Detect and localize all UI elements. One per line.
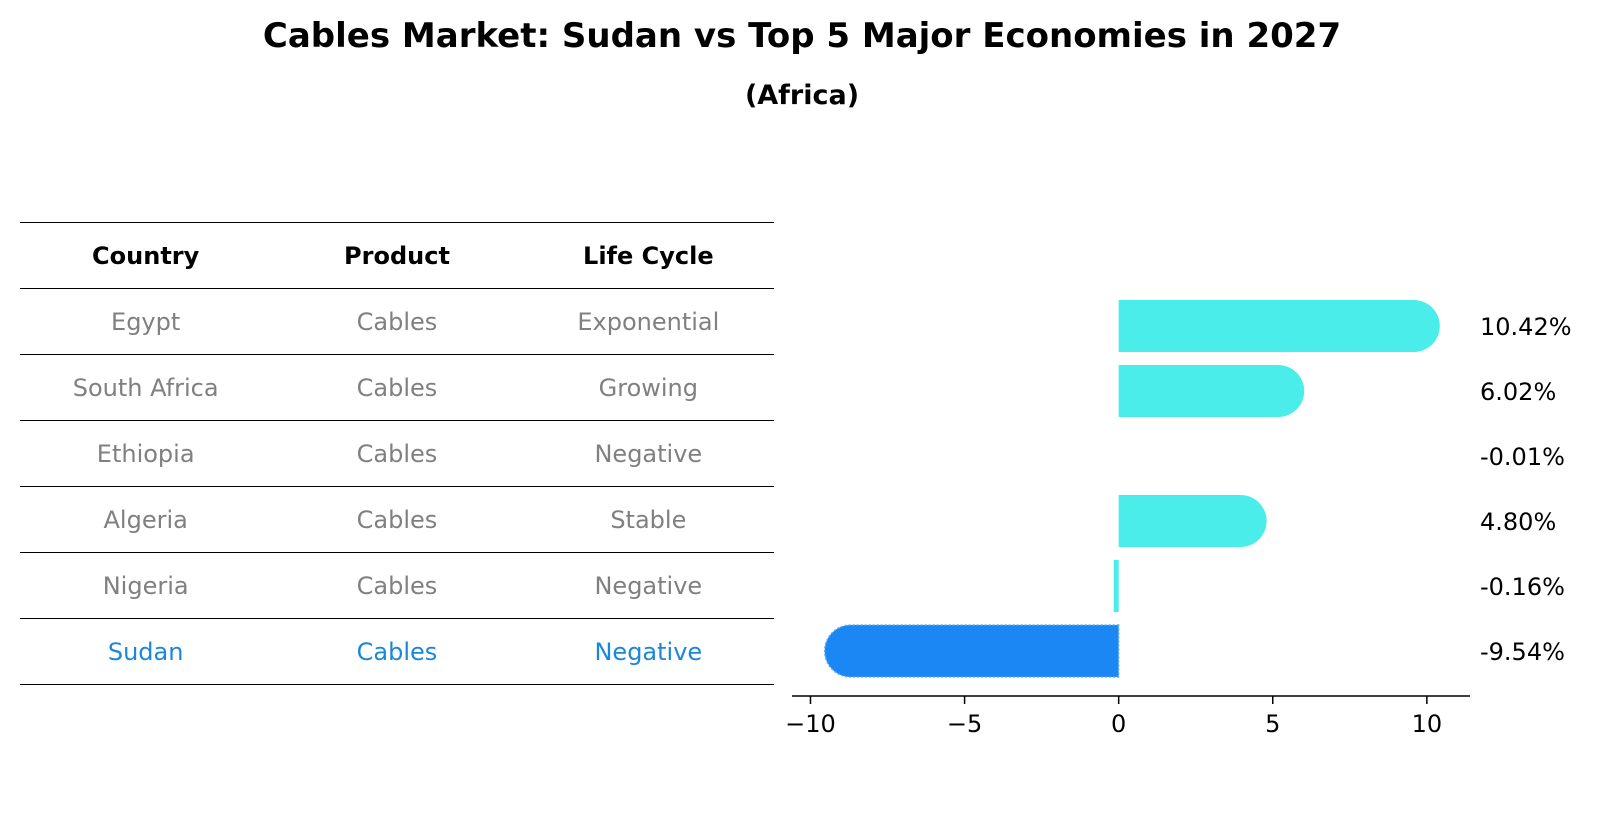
value-label: -0.01% <box>1480 443 1565 471</box>
value-label: 10.42% <box>1480 313 1572 341</box>
table-row: Ethiopia Cables Negative <box>20 420 774 487</box>
bar-egypt <box>1118 300 1440 352</box>
cell-product: Cables <box>271 288 523 355</box>
value-label: 4.80% <box>1480 508 1556 536</box>
cell-life-cycle: Negative <box>522 618 774 685</box>
column-header-country: Country <box>20 222 272 289</box>
x-tick-label: 5 <box>1265 710 1280 738</box>
column-header-product: Product <box>271 222 523 289</box>
bar-nigeria <box>1113 560 1119 612</box>
cell-country: Sudan <box>20 618 272 685</box>
bar-sudan <box>823 624 1120 678</box>
table-header-row: Country Product Life Cycle <box>20 222 774 289</box>
bar-south-africa <box>1118 365 1305 417</box>
x-tick-label: 10 <box>1412 710 1443 738</box>
table-row: South Africa Cables Growing <box>20 354 774 421</box>
cell-life-cycle: Exponential <box>522 288 774 355</box>
cell-product: Cables <box>271 552 523 619</box>
value-label: -0.16% <box>1480 573 1565 601</box>
cell-product: Cables <box>271 486 523 553</box>
chart-title: Cables Market: Sudan vs Top 5 Major Econ… <box>262 16 1342 56</box>
bar-algeria <box>1118 495 1267 547</box>
cell-life-cycle: Growing <box>522 354 774 421</box>
x-tick-label: −10 <box>785 710 836 738</box>
data-table: Country Product Life Cycle Egypt Cables … <box>20 222 774 685</box>
cell-product: Cables <box>271 420 523 487</box>
value-label: -9.54% <box>1480 638 1565 666</box>
x-tick-label: 0 <box>1111 710 1126 738</box>
table-row-highlighted: Sudan Cables Negative <box>20 618 774 685</box>
cell-product: Cables <box>271 618 523 685</box>
cell-life-cycle: Negative <box>522 552 774 619</box>
value-label: 6.02% <box>1480 378 1556 406</box>
chart-subtitle: (Africa) <box>744 80 860 111</box>
table-row: Algeria Cables Stable <box>20 486 774 553</box>
x-tick-label: −5 <box>947 710 982 738</box>
table-row: Egypt Cables Exponential <box>20 288 774 355</box>
cell-life-cycle: Stable <box>522 486 774 553</box>
column-header-life-cycle: Life Cycle <box>522 222 774 289</box>
cell-country: Egypt <box>20 288 272 355</box>
cell-country: Nigeria <box>20 552 272 619</box>
table-row: Nigeria Cables Negative <box>20 552 774 619</box>
cell-country: Ethiopia <box>20 420 272 487</box>
cell-country: South Africa <box>20 354 272 421</box>
cell-country: Algeria <box>20 486 272 553</box>
cell-life-cycle: Negative <box>522 420 774 487</box>
cell-product: Cables <box>271 354 523 421</box>
